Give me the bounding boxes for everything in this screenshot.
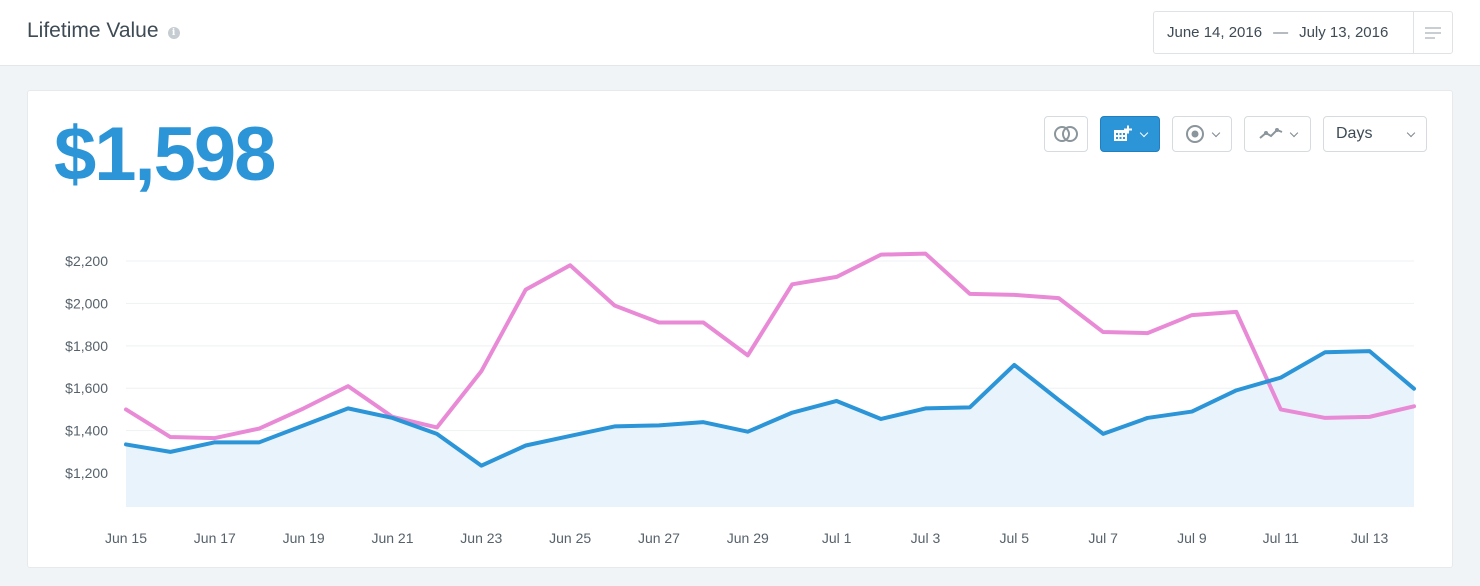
x-tick-label: Jun 21 (371, 530, 413, 546)
y-tick-label: $1,600 (65, 380, 108, 396)
y-tick-label: $2,200 (65, 253, 108, 269)
target-icon (1186, 125, 1204, 143)
date-start[interactable]: June 14, 2016 (1167, 24, 1263, 41)
x-tick-label: Jun 29 (727, 530, 769, 546)
title-wrap: Lifetime Value i (27, 19, 180, 43)
x-tick-label: Jul 5 (999, 530, 1029, 546)
metric-value: $1,598 (54, 112, 276, 197)
x-tick-label: Jul 9 (1177, 530, 1207, 546)
overlapping-circles-icon (1054, 126, 1078, 142)
goal-button[interactable] (1172, 116, 1232, 152)
date-separator: — (1273, 24, 1289, 41)
interval-value: Days (1336, 125, 1373, 142)
y-tick-label: $1,400 (65, 423, 108, 439)
metric-card: $1,598 (27, 90, 1453, 568)
y-tick-label: $1,800 (65, 338, 108, 354)
series-area (126, 351, 1414, 507)
x-tick-label: Jun 23 (460, 530, 502, 546)
series-line (124, 251, 1416, 441)
line-chart-icon (1258, 128, 1282, 139)
x-tick-label: Jul 3 (911, 530, 941, 546)
chart-toolbar: Days (1032, 116, 1427, 152)
x-tick-label: Jun 17 (194, 530, 236, 546)
interval-select[interactable]: Days (1323, 116, 1427, 152)
x-tick-label: Jul 1 (822, 530, 852, 546)
page-header: Lifetime Value i June 14, 2016 — July 13… (0, 0, 1480, 66)
chart-type-button[interactable] (1244, 116, 1311, 152)
y-tick-label: $2,000 (65, 295, 108, 311)
x-tick-label: Jul 11 (1263, 530, 1300, 546)
lifetime-value-chart: $1,200 $1,400 $1,600 $1,800 $2,000 $2,200 Jun … (65, 251, 1416, 546)
calendar-add-button[interactable] (1100, 116, 1160, 152)
date-range-picker[interactable]: June 14, 2016 — July 13, 2016 (1153, 11, 1453, 54)
page-title: Lifetime Value (27, 19, 159, 42)
x-tick-label: Jun 15 (105, 530, 147, 546)
series-line (124, 349, 1416, 468)
date-end[interactable]: July 13, 2016 (1299, 24, 1389, 41)
x-tick-label: Jun 27 (638, 530, 680, 546)
info-icon[interactable]: i (167, 26, 180, 39)
calendar-add-icon (1114, 125, 1132, 141)
x-tick-label: Jul 7 (1088, 530, 1118, 546)
x-tick-label: Jun 25 (549, 530, 591, 546)
list-menu-icon[interactable] (1413, 12, 1452, 53)
x-tick-label: Jul 13 (1351, 530, 1389, 546)
compare-button[interactable] (1044, 116, 1088, 152)
x-tick-label: Jun 19 (283, 530, 325, 546)
y-tick-label: $1,200 (65, 465, 108, 481)
